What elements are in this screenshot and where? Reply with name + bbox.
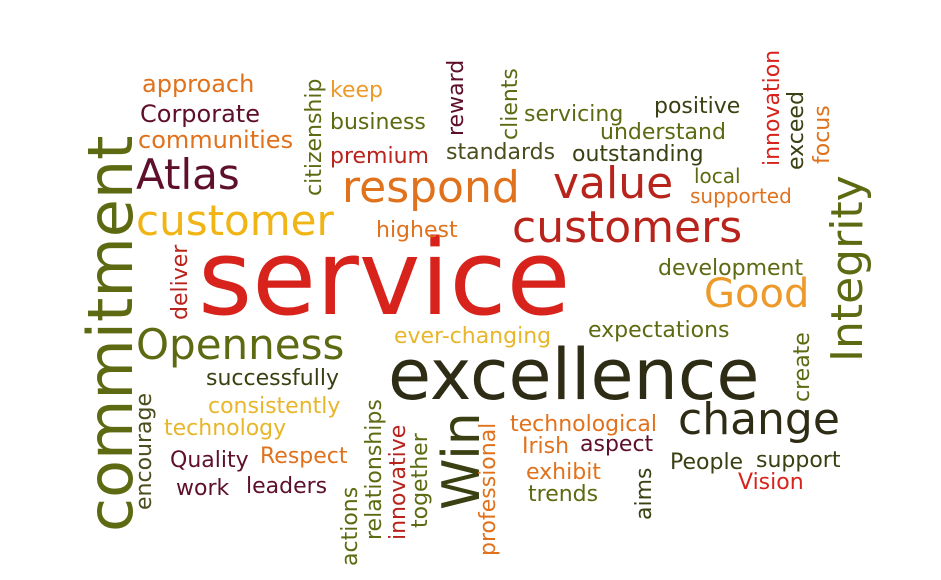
word-exceed: exceed bbox=[784, 91, 809, 170]
word-consistently: consistently bbox=[208, 394, 341, 419]
word-good: Good bbox=[704, 271, 810, 317]
word-trends: trends bbox=[528, 482, 599, 507]
word-change: change bbox=[678, 394, 840, 445]
word-business: business bbox=[330, 110, 426, 135]
word-clients: servicing bbox=[524, 102, 624, 127]
word-development: development bbox=[658, 256, 804, 281]
word-technological: technological bbox=[510, 412, 657, 437]
word-integrity: Integrity bbox=[822, 175, 873, 362]
word-atlas: Atlas bbox=[136, 150, 240, 199]
word-create: create bbox=[790, 332, 815, 402]
word-focus: focus bbox=[810, 105, 835, 164]
word-respond: respond bbox=[342, 162, 520, 213]
word-respect: Respect bbox=[260, 444, 348, 469]
word-work: work bbox=[176, 476, 230, 501]
word-approach: approach bbox=[142, 70, 255, 98]
word-quality: Quality bbox=[170, 448, 249, 473]
word-highest: highest bbox=[376, 218, 458, 243]
word-aspect: aspect bbox=[580, 432, 654, 457]
word-support: support bbox=[756, 448, 841, 473]
word-together: together bbox=[408, 433, 433, 528]
word-professional: professional bbox=[476, 422, 501, 556]
word-openness: Openness bbox=[136, 320, 345, 369]
word-understand: understand bbox=[600, 120, 726, 145]
word-service: service bbox=[198, 217, 571, 339]
word-supported: supported bbox=[690, 184, 792, 208]
word-corporate: Corporate bbox=[140, 100, 260, 128]
word-excellence: excellence bbox=[388, 334, 760, 416]
word-outstanding: outstanding bbox=[572, 142, 704, 167]
word-innovation: innovation bbox=[760, 49, 785, 166]
word-expectations: expectations bbox=[588, 318, 730, 343]
word-people: People bbox=[670, 450, 744, 475]
word-servicing: standards bbox=[446, 140, 556, 165]
word-encourage: encourage bbox=[132, 392, 157, 510]
word-actions: actions bbox=[338, 486, 363, 566]
word-exhibit: exhibit bbox=[526, 460, 601, 485]
word-value: value bbox=[553, 158, 674, 209]
word-successfully: successfully bbox=[206, 366, 339, 391]
word-customers: customers bbox=[512, 202, 743, 253]
word-communities: communities bbox=[138, 126, 294, 154]
word-citizenship: citizenship bbox=[302, 78, 327, 196]
word-vision: Vision bbox=[738, 470, 804, 495]
word-leaders: leaders bbox=[246, 474, 328, 499]
word-premium: premium bbox=[330, 144, 429, 169]
word-aims: aims bbox=[632, 467, 657, 521]
word-keep: keep bbox=[330, 78, 383, 103]
word-technology: technology bbox=[164, 416, 287, 441]
word-deliver: deliver bbox=[168, 244, 193, 320]
word-positive: positive bbox=[654, 94, 741, 119]
word-local: local bbox=[694, 164, 741, 188]
word-relationships: relationships bbox=[362, 399, 387, 540]
word-innovative: innovative bbox=[386, 424, 411, 540]
word-customer: customer bbox=[136, 196, 334, 245]
word-irish: Irish bbox=[522, 434, 570, 459]
word-ever-changing: ever-changing bbox=[394, 324, 552, 349]
word-standards: clients bbox=[498, 68, 523, 140]
word-reward: reward bbox=[444, 59, 469, 136]
